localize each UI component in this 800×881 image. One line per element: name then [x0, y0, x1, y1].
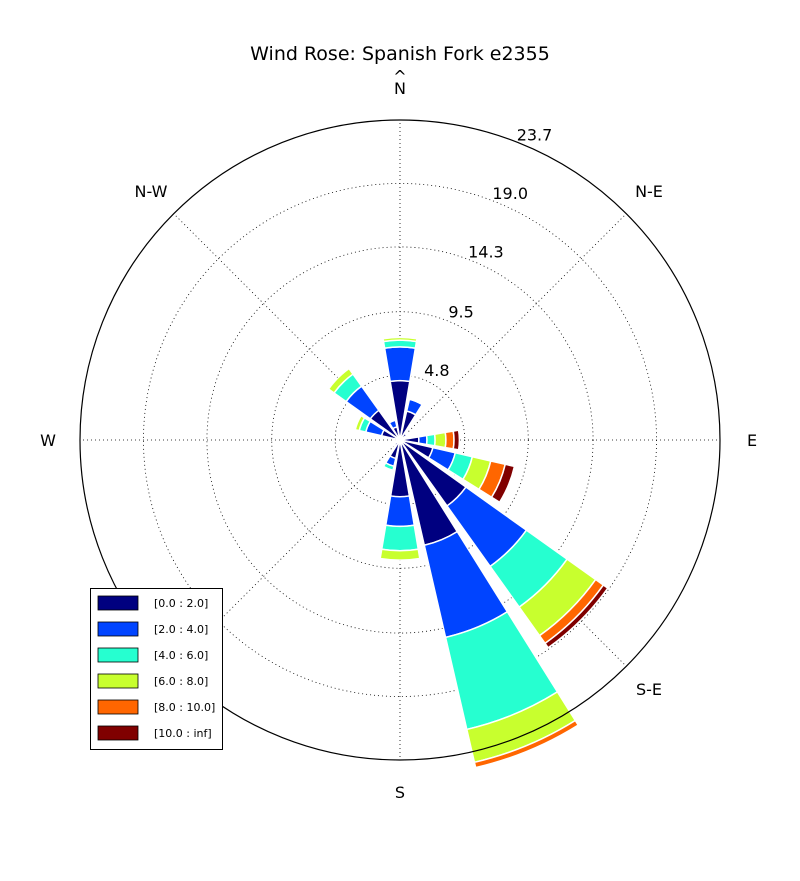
direction-label: S-E [636, 680, 662, 699]
wind-bar-segment [327, 367, 355, 395]
radial-tick-label: 9.5 [448, 303, 473, 322]
wind-bar-segment [452, 429, 461, 451]
wind-bar-segment [408, 396, 424, 406]
legend-swatch [97, 725, 139, 741]
chart-title: Wind Rose: Spanish Fork e2355 [250, 43, 550, 65]
direction-label: W [40, 431, 56, 450]
wind-bar-segment [382, 461, 395, 472]
radial-tick-label: 19.0 [492, 184, 528, 203]
legend-label: [6.0 : 8.0] [154, 675, 208, 688]
wind-bar-segment [383, 346, 417, 383]
wind-bar-segment [403, 431, 409, 437]
radial-tick-label: 23.7 [517, 125, 553, 144]
wind-bar-segment [392, 442, 398, 448]
grid-ring [206, 246, 594, 634]
wind-rose-bars [327, 336, 609, 769]
wind-bar-segment [417, 434, 428, 446]
wind-bar-segment [392, 440, 397, 445]
wind-bar-segment [380, 524, 420, 552]
legend-swatch [97, 621, 139, 637]
polar-frame [79, 119, 721, 761]
wind-bar-segment [382, 336, 418, 343]
direction-label: S [395, 783, 405, 802]
legend-label: [8.0 : 10.0] [154, 701, 215, 714]
legend-label: [0.0 : 2.0] [154, 597, 208, 610]
radial-tick-label: 14.3 [468, 243, 504, 262]
wind-bar-segment [354, 414, 366, 432]
wind-bar-segment [384, 495, 416, 528]
wind-bar-segment [379, 548, 421, 561]
wind-bar-segment [490, 463, 516, 504]
wind-bar-segment [473, 719, 580, 769]
north-marker: ^ [393, 67, 406, 86]
direction-label: N [394, 79, 406, 98]
grid-spoke [173, 439, 401, 667]
direction-label: E [747, 431, 757, 450]
radial-tick-label: 4.8 [424, 361, 449, 380]
wind-bar-segment [433, 431, 447, 449]
grid-spoke [399, 213, 627, 441]
legend-label: [10.0 : inf] [154, 727, 212, 740]
direction-label: N-E [635, 182, 663, 201]
legend-label: [4.0 : 6.0] [154, 649, 208, 662]
wind-bar-segment [425, 433, 436, 447]
legend-swatch [97, 595, 139, 611]
polar-grid [80, 120, 720, 760]
legend: [0.0 : 2.0] [2.0 : 4.0] [4.0 : 6.0] [6.0 : … [90, 588, 223, 750]
legend-frame [90, 588, 223, 750]
wind-bar-segment [444, 430, 455, 450]
wind-bar-segment [544, 584, 609, 649]
direction-label: N-W [135, 182, 168, 201]
legend-label: [2.0 : 4.0] [154, 623, 208, 636]
legend-swatch [97, 673, 139, 689]
legend-swatch [97, 699, 139, 715]
legend-swatch [97, 647, 139, 663]
wind-bar-segment [388, 419, 398, 430]
grid-spoke [173, 213, 401, 441]
